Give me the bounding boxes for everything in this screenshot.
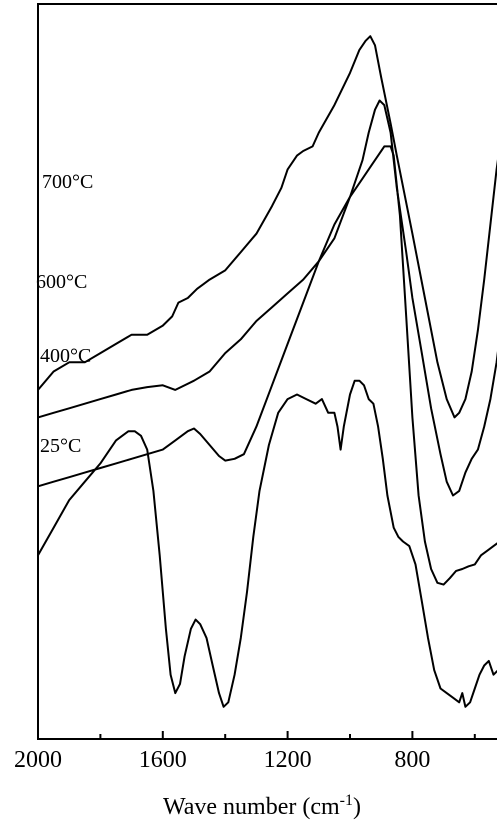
series-label: 600°C — [36, 271, 87, 293]
series-line-400C — [37, 145, 497, 586]
series-line-700C — [37, 35, 497, 419]
x-tick-label: 1600 — [139, 747, 187, 773]
series-line-600C — [37, 99, 497, 497]
x-axis-ticks: 2000 1600 1200 800 — [14, 731, 476, 773]
series-line-25C — [37, 379, 497, 708]
series-label: 400°C — [40, 345, 91, 367]
x-axis-label-sup: -1 — [340, 792, 353, 809]
spectra-curves — [37, 35, 497, 708]
x-tick-label: 2000 — [14, 747, 62, 773]
x-tick-label: 800 — [394, 747, 430, 773]
series-label: 700°C — [42, 171, 93, 193]
series-label: 25°C — [40, 435, 81, 457]
series-labels: 700°C 600°C 400°C 25°C — [36, 171, 93, 457]
x-tick-label: 1200 — [264, 747, 312, 773]
x-axis-label-close: ) — [353, 794, 361, 820]
x-axis-label: Wave number (cm-1) — [163, 792, 361, 820]
x-axis-label-main: Wave number (cm — [163, 794, 340, 820]
plot-frame — [37, 3, 497, 740]
